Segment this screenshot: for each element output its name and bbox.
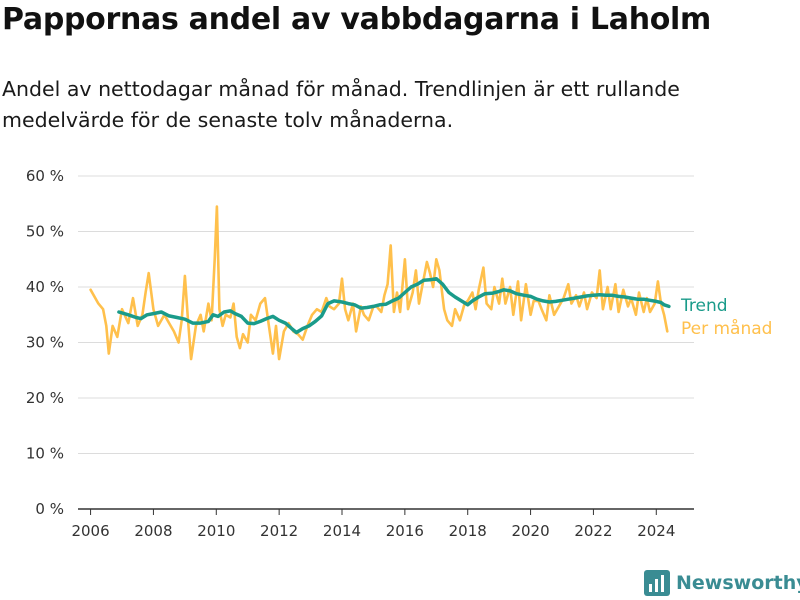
- x-tick-label: 2022: [574, 522, 612, 540]
- y-tick-label: 60 %: [26, 167, 64, 185]
- brand-logo: Newsworthy: [644, 570, 800, 596]
- x-tick-label: 2012: [260, 522, 298, 540]
- x-tick-label: 2020: [511, 522, 549, 540]
- x-tick-label: 2018: [449, 522, 487, 540]
- x-tick-label: 2010: [197, 522, 235, 540]
- x-tick-label: 2006: [71, 522, 109, 540]
- y-tick-label: 50 %: [26, 223, 64, 241]
- axes: 0 % 10 % 20 % 30 % 40 % 50 % 60 % 2006 2008 2010 2…: [26, 167, 694, 540]
- x-tick-label: 2016: [386, 522, 424, 540]
- y-tick-label: 0 %: [35, 500, 64, 518]
- series-line-trend: [117, 276, 671, 335]
- series-line-per-manad: [89, 205, 669, 361]
- legend-label-per-manad: Per månad: [681, 318, 772, 339]
- y-tick-label: 20 %: [26, 389, 64, 407]
- chart-title: Pappornas andel av vabbdagarna i Laholm: [2, 2, 712, 37]
- series-lines: [89, 205, 671, 361]
- brand-name: Newsworthy: [676, 572, 800, 594]
- y-tick-label: 10 %: [26, 445, 64, 463]
- x-tick-label: 2024: [637, 522, 675, 540]
- legend-label-trend: Trend: [680, 296, 728, 316]
- chart-subtitle: Andel av nettodagar månad för månad. Tre…: [2, 77, 680, 132]
- newsworthy-icon: [644, 570, 670, 596]
- y-tick-label: 40 %: [26, 278, 64, 296]
- x-tick-label: 2008: [134, 522, 172, 540]
- y-tick-label: 30 %: [26, 334, 64, 352]
- x-tick-label: 2014: [323, 522, 361, 540]
